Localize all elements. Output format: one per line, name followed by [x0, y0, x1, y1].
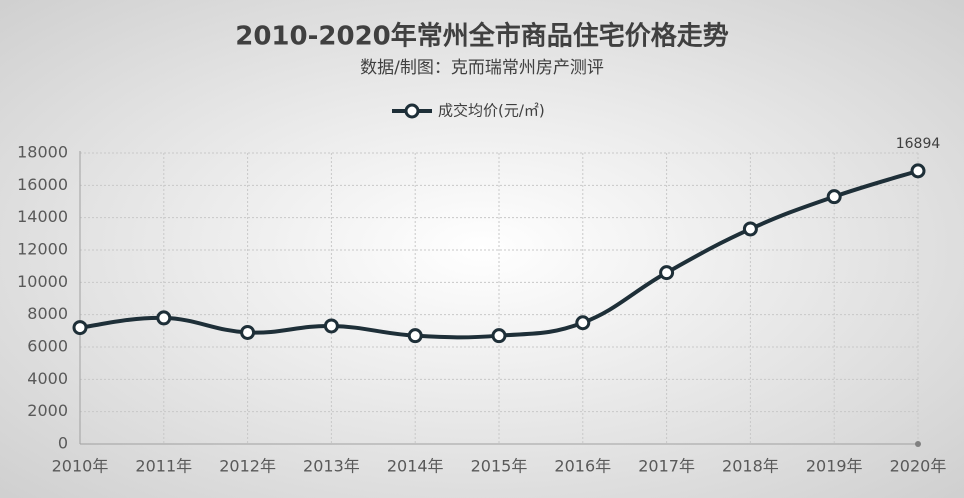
chart-subtitle: 数据/制图：克而瑞常州房产测评: [360, 58, 604, 78]
marker: [659, 265, 675, 281]
marker: [491, 328, 507, 344]
y-tick-label: 10000: [17, 272, 68, 291]
x-tick-label: 2017年: [638, 457, 695, 476]
y-tick-label: 14000: [17, 207, 68, 226]
y-tick-label: 0: [58, 434, 68, 453]
marker: [240, 324, 256, 340]
y-tick-label: 2000: [27, 401, 68, 420]
marker: [575, 315, 591, 331]
x-tick-label: 2020年: [890, 457, 947, 476]
x-tick-label: 2019年: [806, 457, 863, 476]
y-tick-label: 18000: [17, 143, 68, 162]
marker: [742, 221, 758, 237]
x-tick-label: 2018年: [722, 457, 779, 476]
marker: [323, 318, 339, 334]
legend: 成交均价(元/㎡): [392, 102, 545, 120]
axis-end: [915, 441, 921, 447]
x-tick-label: 2015年: [471, 457, 528, 476]
marker: [910, 163, 926, 179]
marker: [72, 320, 88, 336]
x-tick-label: 2012年: [219, 457, 276, 476]
legend-marker: [404, 103, 420, 119]
y-tick-label: 6000: [27, 337, 68, 356]
y-tick-label: 8000: [27, 304, 68, 323]
x-tick-label: 2016年: [554, 457, 611, 476]
marker: [156, 310, 172, 326]
data-label: 16894: [896, 136, 941, 152]
x-tick-label: 2011年: [135, 457, 192, 476]
legend-label: 成交均价(元/㎡): [438, 102, 545, 120]
y-tick-label: 16000: [17, 175, 68, 194]
marker: [826, 189, 842, 205]
x-tick-label: 2010年: [52, 457, 109, 476]
x-tick-label: 2013年: [303, 457, 360, 476]
x-tick-label: 2014年: [387, 457, 444, 476]
chart-title: 2010-2020年常州全市商品住宅价格走势: [235, 21, 729, 52]
y-tick-label: 4000: [27, 369, 68, 388]
marker: [407, 328, 423, 344]
y-tick-label: 12000: [17, 240, 68, 259]
